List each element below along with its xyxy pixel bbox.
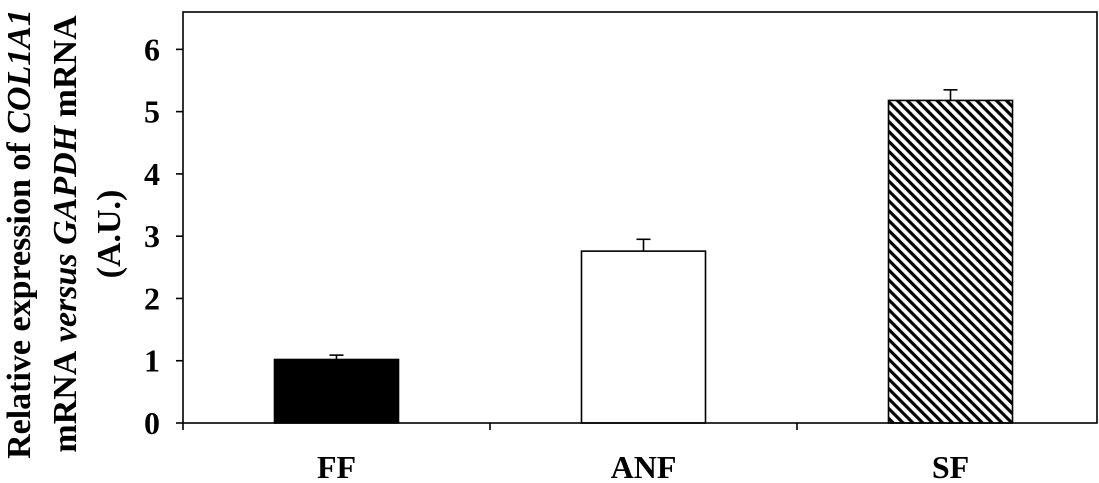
bars	[273, 89, 1014, 424]
y-tick-label-0: 0	[144, 405, 160, 441]
bar-FF	[273, 358, 400, 424]
x-category-label-FF: FF	[317, 449, 356, 483]
ylabel-units: (A.U.)	[91, 190, 128, 279]
y-tick-label-4: 4	[144, 156, 160, 192]
ylabel-line-2: mRNA versus GAPDH mRNA	[47, 15, 84, 453]
ylabel-versus: versus	[47, 253, 84, 342]
plot-frame	[182, 11, 1098, 424]
y-axis-ticks: 0 1 2 3 4 5 6	[144, 31, 183, 441]
y-axis-label: Relative expression of COL1A1 mRNA versus G…	[1, 9, 128, 459]
ylabel-line-1: Relative expression of COL1A1	[1, 9, 38, 459]
ylabel-line-3: (A.U.)	[91, 190, 128, 279]
y-tick-label-6: 6	[144, 31, 160, 67]
x-axis-ticks: FF ANF SF	[182, 423, 969, 483]
x-category-label-SF: SF	[932, 449, 969, 483]
bar-SF	[887, 99, 1014, 424]
y-tick-label-3: 3	[144, 218, 160, 254]
y-tick-label-2: 2	[144, 280, 160, 316]
ylabel-gene-col1a1: COL1A1	[1, 9, 38, 134]
bar-ANF	[580, 250, 707, 424]
ylabel-mrna-1: mRNA	[47, 350, 84, 452]
ylabel-gene-gapdh: GAPDH	[47, 124, 84, 245]
ylabel-mrna-2: mRNA	[47, 15, 84, 117]
ylabel-line-1-text: Relative expression of	[1, 142, 38, 459]
y-tick-label-1: 1	[144, 343, 160, 379]
y-tick-label-5: 5	[144, 94, 160, 130]
x-category-label-ANF: ANF	[611, 449, 677, 483]
